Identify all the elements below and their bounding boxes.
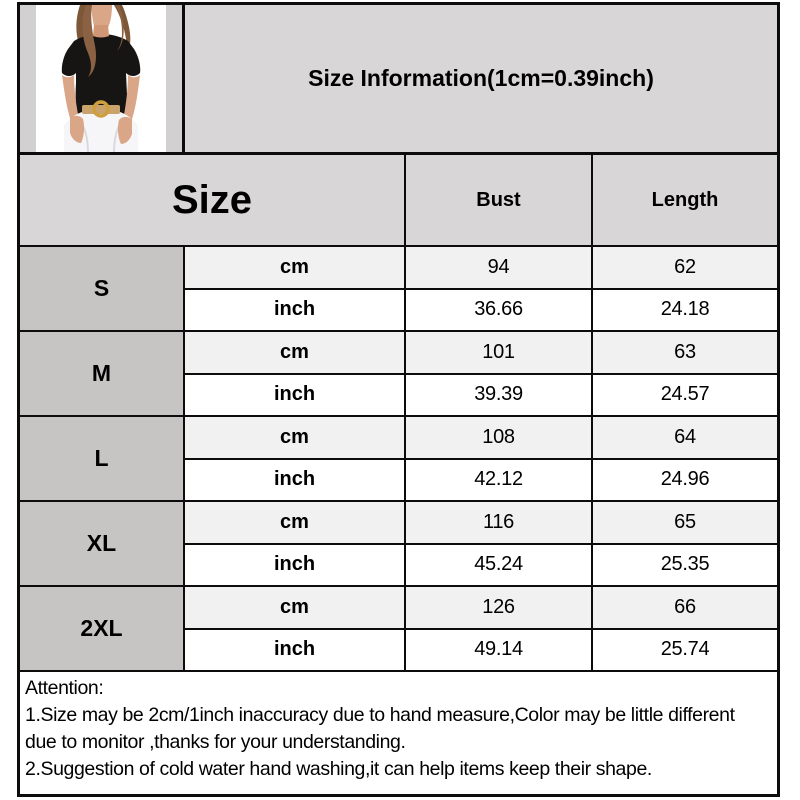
bust-value-m-inch: 39.39 (406, 374, 593, 417)
unit-cell: inch (185, 629, 406, 672)
attention-note: Attention: 1.Size may be 2cm/1inch inacc… (20, 672, 777, 794)
attention-title: Attention: (25, 677, 104, 699)
product-photo (36, 5, 166, 152)
size-label-2xl: 2XL (20, 587, 185, 672)
length-value-xl-inch: 25.35 (593, 544, 777, 587)
column-header-bust: Bust (406, 155, 593, 247)
bust-value-2xl-cm: 126 (406, 587, 593, 630)
length-value-l-cm: 64 (593, 417, 777, 460)
unit-cell: cm (185, 417, 406, 460)
column-header-length: Length (593, 155, 777, 247)
size-chart-table: Size Information(1cm=0.39inch) Size Bust… (17, 2, 780, 797)
unit-cell: cm (185, 587, 406, 630)
size-information-header: Size Information(1cm=0.39inch) (185, 5, 777, 155)
unit-cell: cm (185, 332, 406, 375)
bust-value-2xl-inch: 49.14 (406, 629, 593, 672)
unit-cell: inch (185, 544, 406, 587)
bust-value-s-cm: 94 (406, 247, 593, 290)
unit-cell: inch (185, 289, 406, 332)
attention-line-2: 2.Suggestion of cold water hand washing,… (25, 758, 652, 780)
unit-cell: inch (185, 374, 406, 417)
length-value-s-cm: 62 (593, 247, 777, 290)
size-label-xl: XL (20, 502, 185, 587)
length-value-m-cm: 63 (593, 332, 777, 375)
length-value-l-inch: 24.96 (593, 459, 777, 502)
bust-value-xl-cm: 116 (406, 502, 593, 545)
unit-cell: inch (185, 459, 406, 502)
length-value-s-inch: 24.18 (593, 289, 777, 332)
bust-value-l-cm: 108 (406, 417, 593, 460)
bust-value-s-inch: 36.66 (406, 289, 593, 332)
length-value-m-inch: 24.57 (593, 374, 777, 417)
unit-cell: cm (185, 502, 406, 545)
size-label-l: L (20, 417, 185, 502)
size-label-s: S (20, 247, 185, 332)
length-value-2xl-inch: 25.74 (593, 629, 777, 672)
unit-cell: cm (185, 247, 406, 290)
attention-line-1: 1.Size may be 2cm/1inch inaccuracy due t… (25, 704, 735, 753)
size-information-title: Size Information(1cm=0.39inch) (308, 65, 654, 91)
bust-value-l-inch: 42.12 (406, 459, 593, 502)
product-photo-cell (20, 5, 185, 155)
bust-value-xl-inch: 45.24 (406, 544, 593, 587)
length-value-xl-cm: 65 (593, 502, 777, 545)
bust-value-m-cm: 101 (406, 332, 593, 375)
length-value-2xl-cm: 66 (593, 587, 777, 630)
size-label-m: M (20, 332, 185, 417)
column-header-size: Size (20, 155, 406, 247)
